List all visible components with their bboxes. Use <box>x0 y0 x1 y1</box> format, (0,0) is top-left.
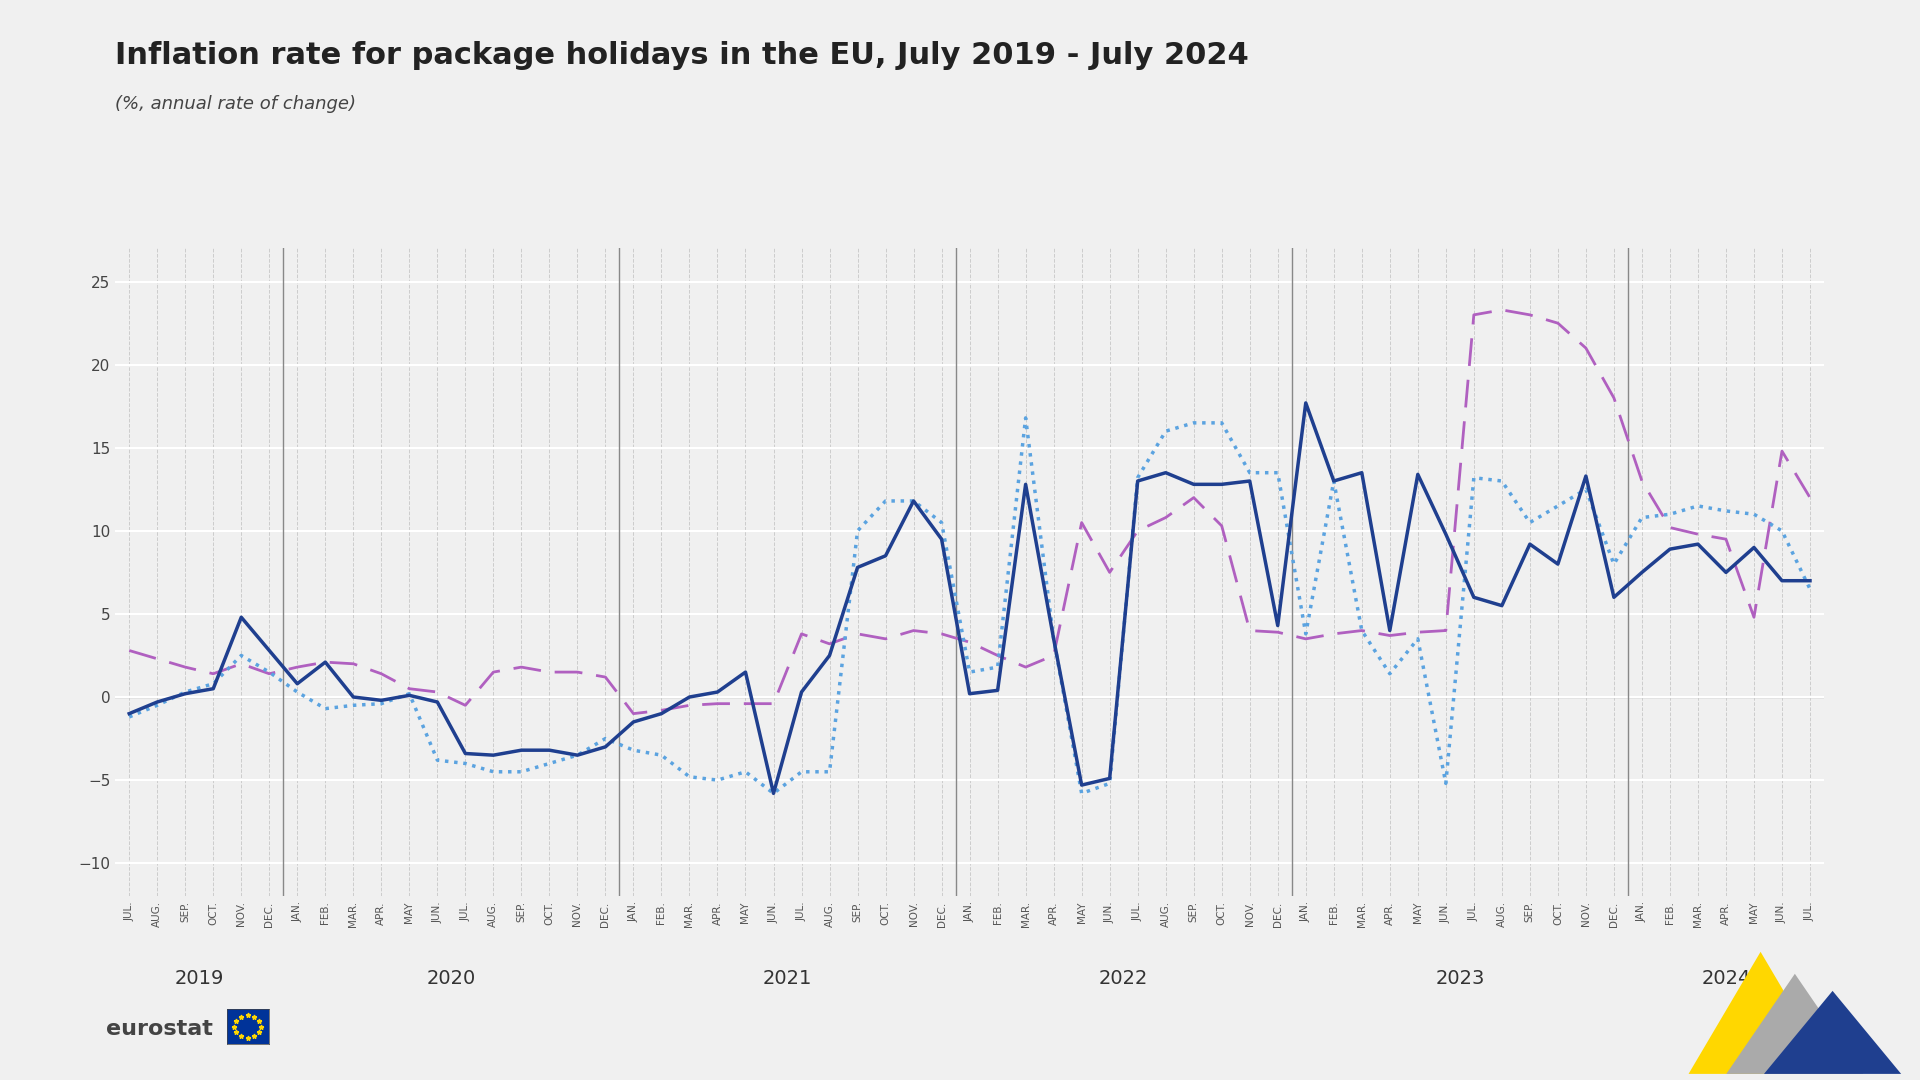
Package holidays <box>1630 566 1653 579</box>
International package holidays <box>707 773 730 786</box>
Domestic package holidays <box>511 661 534 674</box>
Package holidays <box>707 686 730 699</box>
Domestic package holidays <box>733 698 756 711</box>
International package holidays <box>762 787 785 800</box>
Package holidays <box>1799 575 1822 588</box>
Domestic package holidays <box>1490 303 1513 316</box>
Line: Domestic package holidays: Domestic package holidays <box>129 310 1811 714</box>
Polygon shape <box>1726 974 1864 1074</box>
Polygon shape <box>1764 990 1901 1074</box>
Line: Package holidays: Package holidays <box>129 403 1811 794</box>
Package holidays <box>1043 633 1066 646</box>
Domestic package holidays <box>117 644 140 657</box>
Package holidays <box>1154 467 1177 480</box>
Package holidays <box>511 744 534 757</box>
Package holidays <box>117 707 140 720</box>
Domestic package holidays <box>453 699 476 712</box>
International package holidays <box>1799 582 1822 595</box>
Line: International package holidays: International package holidays <box>129 418 1811 794</box>
Text: 2024: 2024 <box>1701 969 1751 987</box>
Text: eurostat: eurostat <box>106 1018 213 1039</box>
Text: 2022: 2022 <box>1098 969 1148 987</box>
Domestic package holidays <box>622 707 645 720</box>
Text: 2021: 2021 <box>762 969 812 987</box>
International package holidays <box>117 711 140 724</box>
Package holidays <box>453 747 476 760</box>
Domestic package holidays <box>1799 491 1822 504</box>
Domestic package holidays <box>1043 649 1066 662</box>
International package holidays <box>1183 417 1206 430</box>
International package holidays <box>1630 511 1653 524</box>
International package holidays <box>453 757 476 770</box>
Package holidays <box>762 787 785 800</box>
Domestic package holidays <box>1630 474 1653 487</box>
Text: Inflation rate for package holidays in the EU, July 2019 - July 2024: Inflation rate for package holidays in t… <box>115 41 1248 70</box>
International package holidays <box>1069 787 1092 800</box>
International package holidays <box>511 766 534 779</box>
Polygon shape <box>1688 951 1832 1074</box>
Text: 2019: 2019 <box>175 969 225 987</box>
Package holidays <box>1294 396 1317 409</box>
Text: 2020: 2020 <box>426 969 476 987</box>
International package holidays <box>1014 411 1037 424</box>
Text: 2023: 2023 <box>1434 969 1484 987</box>
Domestic package holidays <box>1154 511 1177 524</box>
Text: (%, annual rate of change): (%, annual rate of change) <box>115 95 357 113</box>
